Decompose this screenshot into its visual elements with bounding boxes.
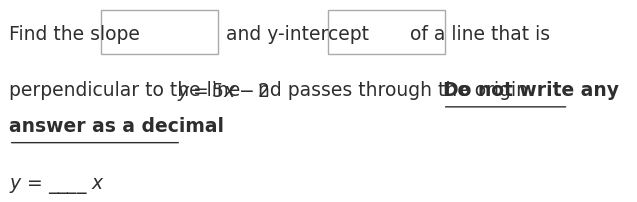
- Text: nd passes through the origin.: nd passes through the origin.: [259, 81, 540, 100]
- Text: $y = 5x - 2$: $y = 5x - 2$: [176, 81, 269, 102]
- Text: Do not write any: Do not write any: [443, 81, 619, 100]
- FancyBboxPatch shape: [329, 11, 445, 55]
- Text: Find the slope: Find the slope: [9, 25, 140, 44]
- Text: and y-intercept: and y-intercept: [226, 25, 369, 44]
- FancyBboxPatch shape: [101, 11, 217, 55]
- Text: answer as a decimal: answer as a decimal: [9, 116, 224, 135]
- Text: of a line that is: of a line that is: [410, 25, 550, 44]
- Text: perpendicular to the line: perpendicular to the line: [9, 81, 246, 100]
- Text: $y$ = ____ $x$: $y$ = ____ $x$: [9, 176, 104, 196]
